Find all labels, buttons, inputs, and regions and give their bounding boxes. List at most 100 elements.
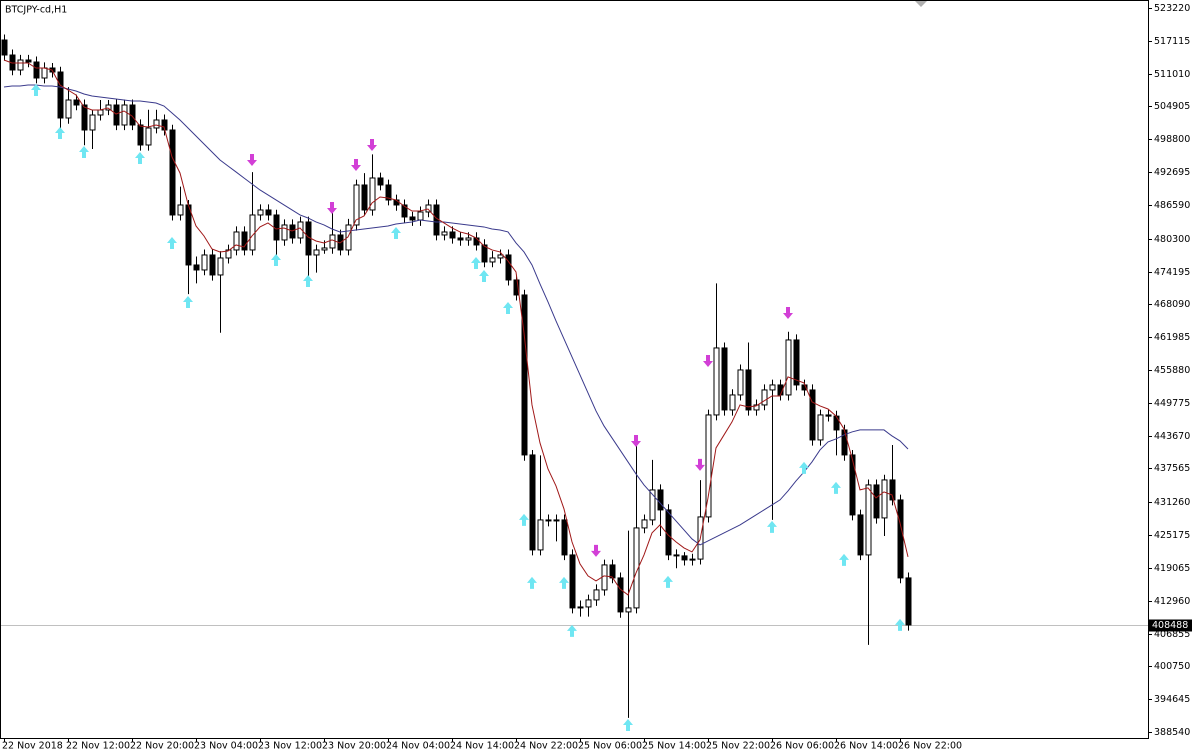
candle-body bbox=[569, 554, 576, 609]
candle-body bbox=[481, 244, 488, 263]
sell-arrow bbox=[367, 138, 377, 151]
y-tick-label: 394645 bbox=[1154, 694, 1190, 705]
candle-body bbox=[209, 254, 216, 276]
candle-body bbox=[249, 214, 256, 251]
candle-body bbox=[153, 119, 160, 129]
candle-body bbox=[321, 247, 328, 251]
current-price-label: 408488 bbox=[1152, 620, 1188, 631]
candle-body bbox=[281, 224, 288, 241]
candle-body bbox=[673, 554, 680, 557]
candle-body bbox=[865, 484, 872, 556]
candle-body bbox=[265, 209, 272, 216]
buy-arrow bbox=[519, 513, 529, 526]
buy-arrow bbox=[831, 481, 841, 494]
buy-arrow bbox=[895, 618, 905, 631]
sell-arrow bbox=[703, 354, 713, 367]
buy-arrow bbox=[55, 126, 65, 139]
y-tick-label: 461985 bbox=[1154, 332, 1190, 343]
candle-body bbox=[489, 257, 496, 263]
candle-body bbox=[257, 209, 264, 216]
candle-body bbox=[649, 489, 656, 521]
candle-body bbox=[1, 39, 8, 56]
candle-body bbox=[521, 294, 528, 456]
current-price-box bbox=[1149, 619, 1192, 632]
y-tick-label: 498800 bbox=[1154, 134, 1190, 145]
candle-body bbox=[417, 211, 424, 221]
candle-body bbox=[665, 509, 672, 556]
sell-arrow bbox=[695, 458, 705, 471]
candle-body bbox=[89, 114, 96, 131]
candle-body bbox=[329, 234, 336, 249]
buy-arrow bbox=[303, 274, 313, 287]
candle-body bbox=[505, 254, 512, 281]
x-tick-label: 24 Nov 14:00 bbox=[450, 741, 514, 752]
y-tick-label: 388540 bbox=[1154, 727, 1190, 738]
candle-body bbox=[185, 204, 192, 266]
y-tick-label: 449775 bbox=[1154, 398, 1190, 409]
y-tick-label: 492695 bbox=[1154, 167, 1190, 178]
candle-body bbox=[369, 177, 376, 211]
candle-body bbox=[561, 519, 568, 556]
candle-body bbox=[409, 216, 416, 221]
candle-body bbox=[345, 224, 352, 251]
buy-arrow bbox=[479, 269, 489, 282]
candle-body bbox=[825, 414, 832, 417]
candle-body bbox=[225, 249, 232, 259]
candle-body bbox=[609, 564, 616, 579]
x-tick-label: 24 Nov 04:00 bbox=[386, 741, 450, 752]
candle-body bbox=[633, 527, 640, 609]
candle-body bbox=[449, 231, 456, 239]
moving-average bbox=[3, 84, 909, 546]
candle-body bbox=[577, 606, 584, 609]
y-tick-label: 517115 bbox=[1154, 36, 1190, 47]
y-tick-label: 400750 bbox=[1154, 661, 1190, 672]
candle-body bbox=[233, 231, 240, 251]
buy-arrow bbox=[271, 253, 281, 266]
candle-body bbox=[689, 558, 696, 561]
candle-body bbox=[681, 555, 688, 561]
x-tick-label: 22 Nov 2018 bbox=[2, 741, 63, 752]
candle-body bbox=[33, 61, 40, 79]
y-tick-label: 406855 bbox=[1154, 629, 1190, 640]
plot-frame bbox=[0, 0, 1149, 739]
candle-body bbox=[817, 414, 824, 441]
moving-average bbox=[3, 59, 909, 596]
y-tick-label: 419065 bbox=[1154, 563, 1190, 574]
candle-body bbox=[513, 279, 520, 296]
x-tick-label: 22 Nov 20:00 bbox=[130, 741, 194, 752]
y-tick-label: 412960 bbox=[1154, 596, 1190, 607]
candle-body bbox=[425, 204, 432, 213]
buy-arrow bbox=[799, 461, 809, 474]
y-tick-label: 474195 bbox=[1154, 267, 1190, 278]
buy-arrow bbox=[559, 576, 569, 589]
x-tick-label: 26 Nov 14:00 bbox=[834, 741, 898, 752]
candle-body bbox=[73, 99, 80, 106]
candle-body bbox=[497, 254, 504, 259]
y-tick-label: 504905 bbox=[1154, 101, 1190, 112]
candle-body bbox=[25, 59, 32, 63]
buy-arrow bbox=[623, 718, 633, 731]
sell-arrow bbox=[591, 544, 601, 557]
candle-body bbox=[897, 499, 904, 579]
x-tick-label: 26 Nov 06:00 bbox=[770, 741, 834, 752]
candle-body bbox=[145, 127, 152, 146]
candle-body bbox=[729, 394, 736, 411]
candle-body bbox=[289, 224, 296, 239]
chart-title: BTCJPY-cd,H1 bbox=[5, 5, 67, 16]
candle-body bbox=[601, 564, 608, 591]
candle-body bbox=[169, 129, 176, 216]
shift-marker bbox=[915, 1, 927, 7]
y-tick-label: 437565 bbox=[1154, 463, 1190, 474]
x-tick-label: 23 Nov 20:00 bbox=[322, 741, 386, 752]
y-tick-label: 523220 bbox=[1154, 3, 1190, 14]
y-tick-label: 468090 bbox=[1154, 299, 1190, 310]
candle-body bbox=[529, 454, 536, 551]
candle-body bbox=[361, 184, 368, 211]
candle-body bbox=[537, 519, 544, 551]
y-tick-label: 480300 bbox=[1154, 234, 1190, 245]
candle-body bbox=[313, 249, 320, 256]
sell-arrow bbox=[247, 153, 257, 166]
buy-arrow bbox=[391, 226, 401, 239]
